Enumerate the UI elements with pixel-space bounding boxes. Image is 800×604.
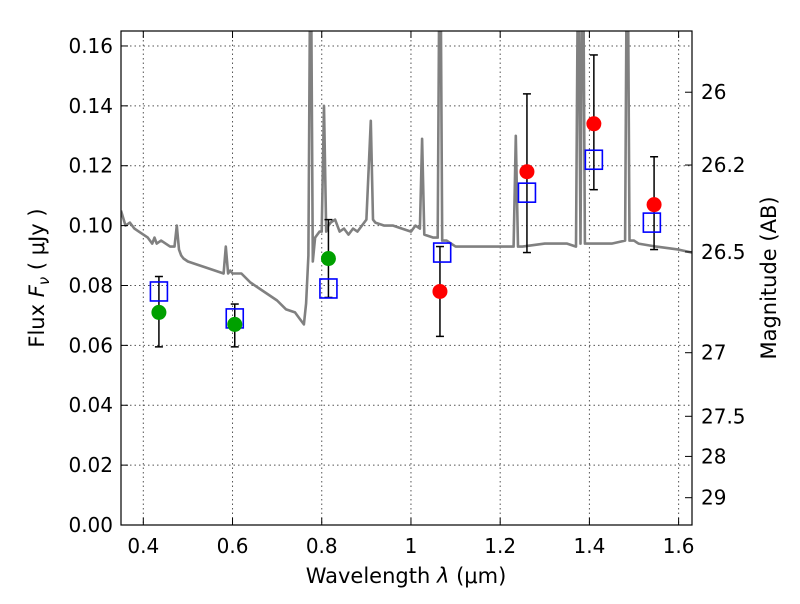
y-tick-label: 0.06	[68, 333, 113, 357]
y-tick-label: 0.14	[68, 94, 113, 118]
model-point	[319, 278, 338, 299]
y-axis-title: Flux Fν ( μJy )	[25, 208, 53, 347]
y2-tick-label: 29	[701, 486, 726, 510]
y2-tick-label: 26.2	[701, 153, 746, 177]
observed-point	[227, 316, 243, 332]
y-tick-label: 0.08	[68, 273, 113, 297]
spectrum-line	[121, 31, 692, 326]
observed-point	[586, 116, 602, 132]
model-point	[642, 212, 662, 233]
y2-axis-title: Magnitude (AB)	[757, 196, 781, 359]
y2-tick-label: 27	[701, 341, 726, 365]
model-point	[517, 182, 537, 203]
y-tick-label: 0.10	[68, 214, 113, 238]
y2-tick-label: 26	[701, 80, 726, 104]
x-tick-label: 1.4	[573, 534, 605, 558]
plot-frame	[120, 30, 693, 526]
observed-point	[151, 304, 167, 320]
y-tick-label: 0.16	[68, 34, 113, 58]
y2-tick-label: 28	[701, 444, 726, 468]
y-tick-label: 0.12	[68, 154, 113, 178]
model-point	[432, 242, 452, 263]
x-tick-label: 0.8	[306, 534, 338, 558]
y-tick-label: 0.02	[68, 453, 113, 477]
x-tick-label: 1.6	[663, 534, 695, 558]
x-tick-label: 1	[405, 534, 418, 558]
y2-tick-label: 27.5	[701, 404, 746, 428]
observed-point	[320, 251, 336, 267]
y-tick-label: 0.00	[68, 513, 113, 537]
plot-area	[121, 31, 692, 348]
x-axis-title: Wavelength λ (μm)	[306, 564, 507, 588]
y2-tick-label: 26.5	[701, 240, 746, 264]
model-point	[584, 149, 604, 171]
observed-point	[432, 283, 448, 299]
y-tick-label: 0.04	[68, 393, 113, 417]
observed-point	[519, 164, 535, 180]
plot-background	[121, 31, 692, 525]
ticks: 0.4 0.6 0.8 1 1.2 1.4 1.6 0.00 0.02 0.04 0.06 0.08 0…	[68, 31, 746, 558]
x-tick-label: 0.6	[217, 534, 249, 558]
model-point	[149, 281, 169, 302]
x-tick-label: 1.2	[484, 534, 516, 558]
x-tick-label: 0.4	[127, 534, 159, 558]
observed-point	[646, 197, 662, 213]
